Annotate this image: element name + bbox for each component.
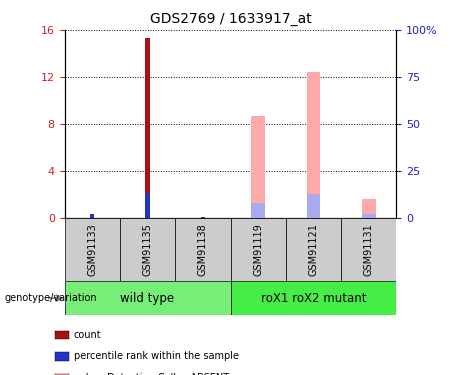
Text: wild type: wild type <box>120 292 175 304</box>
Bar <box>90 214 95 217</box>
Bar <box>251 203 265 217</box>
Bar <box>311 199 316 217</box>
Bar <box>145 38 150 218</box>
Bar <box>230 217 286 281</box>
Text: roX1 roX2 mutant: roX1 roX2 mutant <box>261 292 366 304</box>
Text: GSM91119: GSM91119 <box>253 223 263 276</box>
Bar <box>145 193 150 217</box>
Bar <box>65 217 120 281</box>
Bar <box>230 281 396 315</box>
Text: count: count <box>74 330 101 340</box>
Title: GDS2769 / 1633917_at: GDS2769 / 1633917_at <box>150 12 311 26</box>
Bar <box>341 217 396 281</box>
Text: GSM91131: GSM91131 <box>364 223 374 276</box>
Bar <box>362 214 376 217</box>
Text: GSM91135: GSM91135 <box>142 223 153 276</box>
Text: GSM91121: GSM91121 <box>308 223 319 276</box>
Bar <box>90 214 95 217</box>
Bar <box>251 116 265 218</box>
Bar <box>120 217 175 281</box>
Text: percentile rank within the sample: percentile rank within the sample <box>74 351 239 361</box>
Text: GSM91133: GSM91133 <box>87 223 97 276</box>
Text: GSM91138: GSM91138 <box>198 223 208 276</box>
Text: genotype/variation: genotype/variation <box>5 293 97 303</box>
Bar <box>65 281 230 315</box>
Bar <box>307 194 320 217</box>
Bar <box>286 217 341 281</box>
Text: value, Detection Call = ABSENT: value, Detection Call = ABSENT <box>74 373 229 375</box>
Bar <box>175 217 230 281</box>
Bar <box>307 72 320 217</box>
Bar <box>362 199 376 217</box>
